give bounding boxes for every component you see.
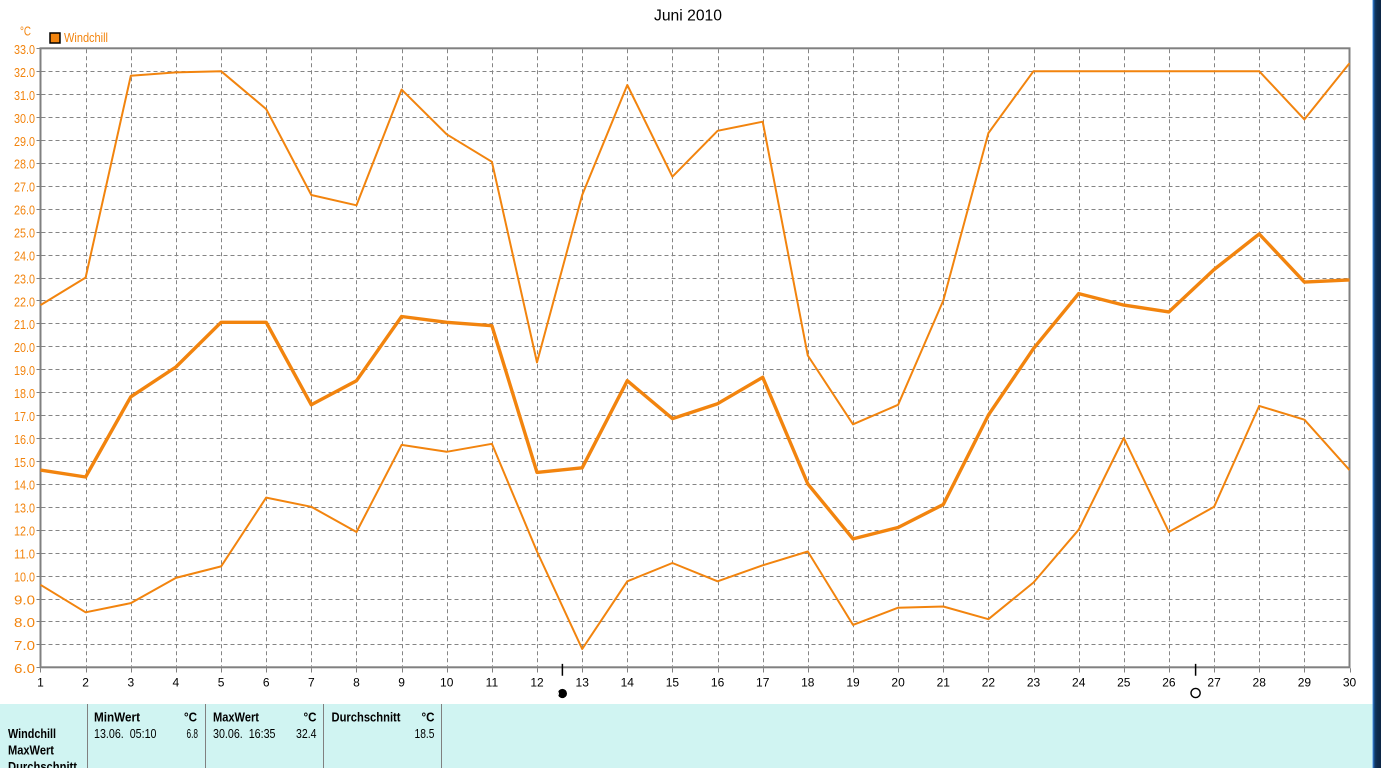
svg-text:20: 20 — [891, 676, 905, 690]
svg-text:30: 30 — [1343, 676, 1357, 690]
svg-text:17: 17 — [756, 676, 770, 690]
svg-text:18.0: 18.0 — [14, 386, 35, 401]
svg-text:32.0: 32.0 — [14, 65, 35, 80]
svg-text:13: 13 — [576, 676, 590, 690]
svg-text:16: 16 — [711, 676, 725, 690]
svg-text:28.0: 28.0 — [14, 157, 35, 172]
svg-text:°C: °C — [184, 710, 198, 725]
svg-text:29.0: 29.0 — [14, 134, 35, 149]
svg-text:11.0: 11.0 — [14, 547, 35, 562]
svg-text:26.0: 26.0 — [14, 203, 35, 218]
svg-text:11: 11 — [486, 676, 499, 690]
svg-text:13.0: 13.0 — [14, 501, 35, 516]
svg-text:MaxWert: MaxWert — [213, 710, 260, 725]
svg-text:8.0: 8.0 — [14, 615, 35, 630]
svg-text:29: 29 — [1298, 676, 1312, 690]
svg-text:3: 3 — [127, 676, 134, 690]
svg-text:MaxWert: MaxWert — [8, 743, 55, 758]
svg-text:19.0: 19.0 — [14, 363, 35, 378]
svg-text:6.8: 6.8 — [187, 726, 199, 741]
svg-text:20.0: 20.0 — [14, 340, 35, 355]
svg-text:Durchschnitt: Durchschnitt — [8, 759, 78, 768]
svg-text:4: 4 — [173, 676, 180, 690]
svg-text:26: 26 — [1162, 676, 1176, 690]
svg-text:2: 2 — [82, 676, 89, 690]
svg-text:10: 10 — [440, 676, 454, 690]
svg-text:12.0: 12.0 — [14, 524, 35, 539]
svg-text:Juni 2010: Juni 2010 — [654, 8, 722, 25]
svg-text:23: 23 — [1027, 676, 1041, 690]
svg-text:8: 8 — [353, 676, 360, 690]
svg-text:33.0: 33.0 — [14, 42, 35, 57]
svg-text:7.0: 7.0 — [14, 638, 35, 653]
svg-text:9.0: 9.0 — [14, 592, 35, 607]
svg-text:24: 24 — [1072, 676, 1086, 690]
svg-text:13.06. 05:10: 13.06. 05:10 — [94, 726, 157, 741]
svg-text:Windchill: Windchill — [8, 726, 56, 741]
svg-text:Durchschnitt: Durchschnitt — [332, 710, 402, 725]
svg-text:15.0: 15.0 — [14, 455, 35, 470]
svg-text:27: 27 — [1207, 676, 1221, 690]
svg-text:30.06. 16:35: 30.06. 16:35 — [213, 726, 276, 741]
svg-text:6: 6 — [263, 676, 270, 690]
svg-text:5: 5 — [218, 676, 225, 690]
svg-text:°C: °C — [20, 25, 31, 39]
svg-text:7: 7 — [308, 676, 315, 690]
svg-text:22.0: 22.0 — [14, 294, 35, 309]
svg-text:25: 25 — [1117, 676, 1131, 690]
svg-text:19: 19 — [846, 676, 860, 690]
svg-text:1: 1 — [37, 676, 44, 690]
svg-text:28: 28 — [1253, 676, 1267, 690]
svg-text:25.0: 25.0 — [14, 226, 35, 241]
svg-text:18.5: 18.5 — [415, 726, 435, 741]
svg-text:30.0: 30.0 — [14, 111, 35, 126]
svg-text:14: 14 — [621, 676, 635, 690]
svg-text:24.0: 24.0 — [14, 248, 35, 263]
svg-text:12: 12 — [530, 676, 544, 690]
svg-text:17.0: 17.0 — [14, 409, 35, 424]
svg-text:18: 18 — [801, 676, 815, 690]
svg-text:21.0: 21.0 — [14, 317, 35, 332]
svg-text:°C: °C — [304, 710, 318, 725]
svg-text:°C: °C — [422, 710, 436, 725]
svg-text:23.0: 23.0 — [14, 271, 35, 286]
svg-text:16.0: 16.0 — [14, 432, 35, 447]
svg-text:27.0: 27.0 — [14, 180, 35, 195]
svg-text:15: 15 — [666, 676, 680, 690]
svg-text:10.0: 10.0 — [14, 569, 35, 584]
svg-text:6.0: 6.0 — [14, 661, 35, 676]
svg-text:22: 22 — [982, 676, 996, 690]
svg-text:21: 21 — [937, 676, 951, 690]
svg-text:9: 9 — [398, 676, 405, 690]
svg-text:32.4: 32.4 — [296, 726, 317, 741]
svg-text:MinWert: MinWert — [94, 710, 141, 725]
svg-text:Windchill: Windchill — [64, 31, 108, 45]
svg-text:31.0: 31.0 — [14, 88, 35, 103]
svg-text:14.0: 14.0 — [14, 478, 35, 493]
